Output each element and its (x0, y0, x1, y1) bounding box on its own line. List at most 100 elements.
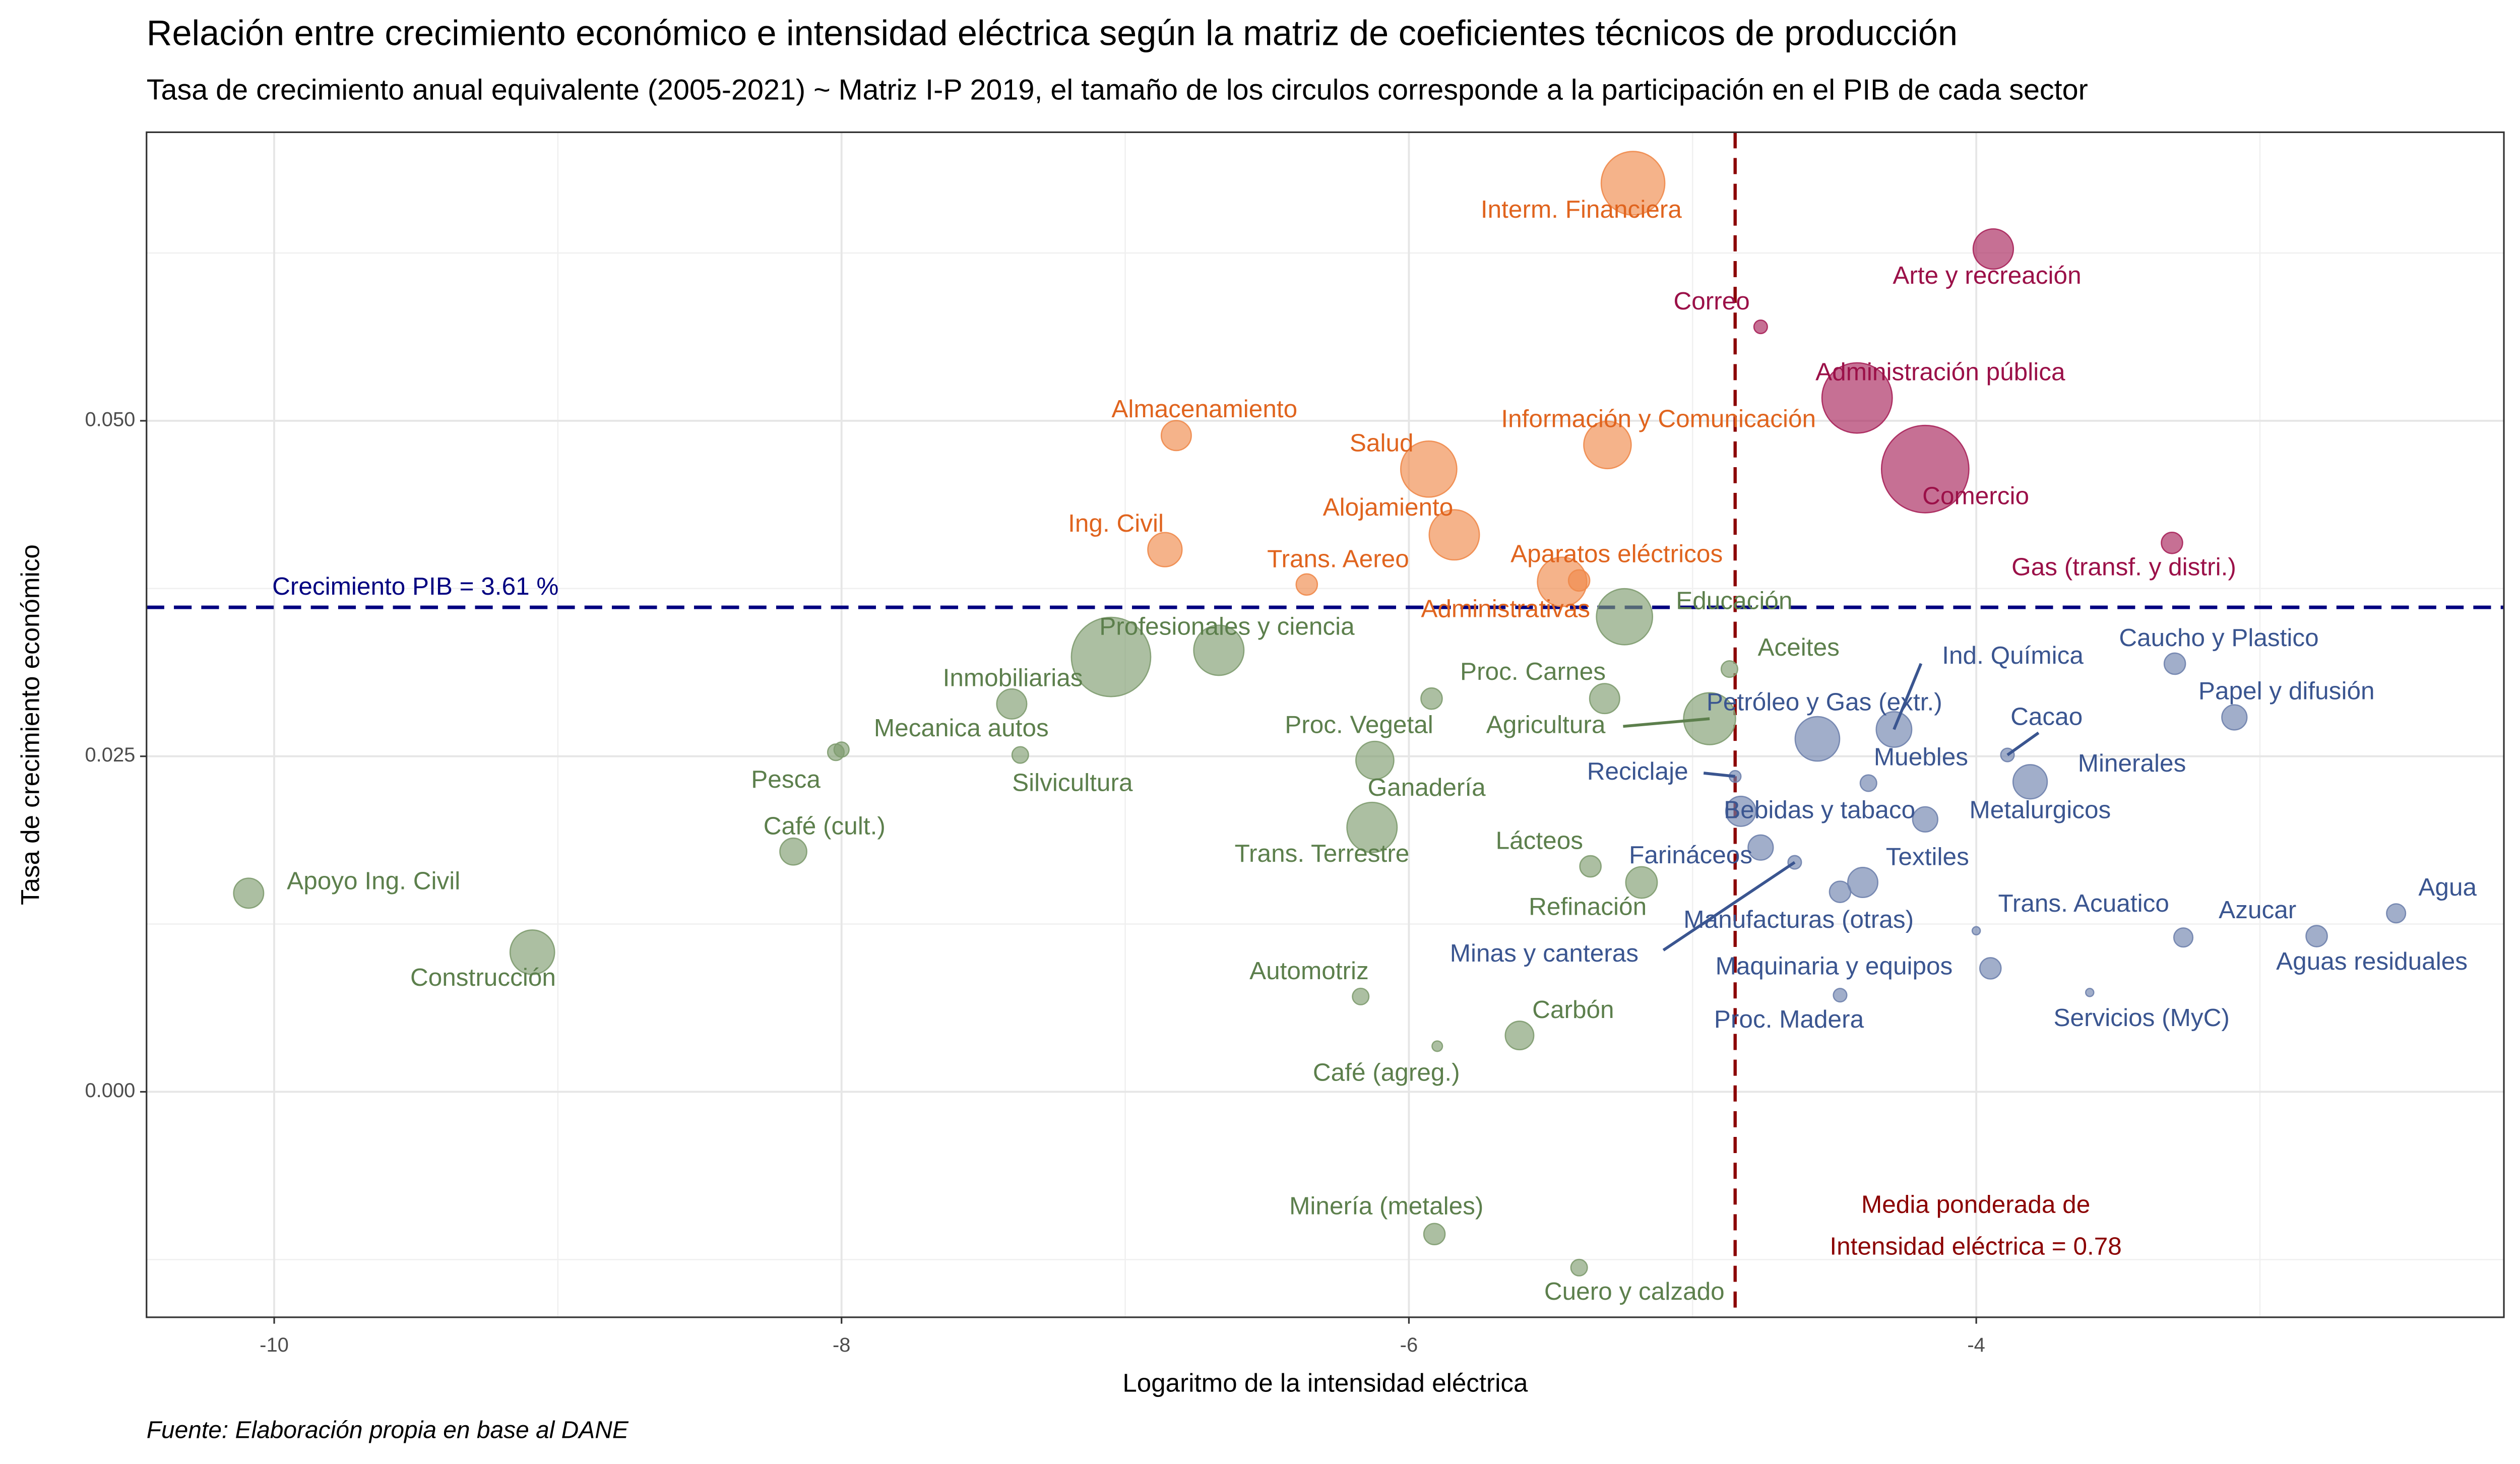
bubble (1570, 1258, 1588, 1277)
bubble (779, 837, 807, 866)
point-label: Maquinaria y equipos (1716, 952, 1953, 980)
bubble (1833, 988, 1848, 1003)
point-label: Apoyo Ing. Civil (287, 867, 460, 895)
bubble (1821, 362, 1893, 434)
bubble (2085, 988, 2095, 997)
bubble (1400, 440, 1458, 498)
y-tick-label: 0.025 (85, 744, 135, 766)
point-label: Alojamiento (1323, 493, 1454, 521)
point-label: Minas y canteras (1450, 939, 1639, 967)
bubble (1880, 424, 1970, 514)
point-label: Ganadería (1368, 774, 1486, 801)
bubble (1352, 987, 1370, 1005)
grid: -10 -8 -6 -4 0.000 0.025 0.050 (85, 132, 2504, 1356)
bubble (1537, 556, 1588, 607)
reference-vline-label: Media ponderada de (1861, 1190, 2090, 1218)
point-label: Azucar (2219, 896, 2296, 924)
point-label: Ind. Química (1942, 642, 2084, 669)
chart-subtitle: Tasa de crecimiento anual equivalente (2… (147, 74, 2088, 106)
bubble (2173, 927, 2194, 948)
x-tick-label: -8 (833, 1334, 851, 1356)
point-label: Pesca (751, 766, 821, 793)
bubble (233, 877, 265, 909)
point-label: Almacenamiento (1111, 395, 1297, 423)
point-label: Manufacturas (otras) (1683, 906, 1914, 933)
point-label: Silvicultura (1012, 769, 1133, 796)
bubble (1160, 420, 1192, 452)
point-label: Inmobiliarias (943, 664, 1083, 692)
bubble (2386, 903, 2407, 924)
bubble (1011, 746, 1029, 764)
point-label: Proc. Madera (1714, 1005, 1864, 1033)
x-axis-label: Logaritmo de la intensidad eléctrica (1122, 1369, 1528, 1397)
point-label: Aparatos eléctricos (1510, 540, 1723, 568)
label-leader (1662, 861, 1796, 951)
bubble (1829, 880, 1852, 903)
bubble (1725, 795, 1756, 827)
point-label: Caucho y Plastico (2119, 624, 2318, 652)
bubble (1625, 866, 1658, 899)
point-label: Petróleo y Gas (extr.) (1707, 688, 1942, 716)
point-label: Bebidas y tabaco (1724, 796, 1915, 824)
y-tick-label: 0.050 (85, 408, 135, 430)
point-label: Textiles (1886, 843, 1969, 870)
bubble (1423, 1223, 1446, 1246)
bubble (1193, 624, 1245, 676)
point-label: Agua (2418, 873, 2477, 901)
bubble (1971, 926, 1981, 936)
bubble (1794, 716, 1841, 762)
point-label: Trans. Aereo (1267, 545, 1409, 572)
point-label: Carbón (1532, 996, 1614, 1024)
point-label: Arte y recreación (1893, 262, 2081, 289)
bubble (1979, 957, 2002, 980)
point-label: Administrativas (1421, 595, 1590, 622)
bubble (1720, 660, 1739, 678)
point-label: Aguas residuales (2276, 947, 2468, 975)
bubble (1504, 1021, 1535, 1051)
bubble (1070, 616, 1152, 697)
bubble (1972, 228, 2014, 270)
point-label: Automotriz (1249, 957, 1369, 985)
bubble (2012, 764, 2048, 800)
bubble (1747, 834, 1774, 861)
point-label: Lácteos (1496, 826, 1583, 854)
bubble (1346, 801, 1398, 853)
bubble (2161, 531, 2183, 554)
bubble (996, 688, 1028, 720)
y-axis-label: Tasa de crecimiento económico (16, 544, 44, 905)
label-leader (2006, 731, 2040, 756)
bubble (509, 929, 555, 975)
x-tick-label: -4 (1967, 1334, 1985, 1356)
point-label: Correo (1673, 287, 1749, 315)
point-label: Ing. Civil (1068, 510, 1164, 537)
point-label: Cacao (2010, 703, 2083, 730)
point-label: Farináceos (1629, 841, 1752, 869)
bubble (1596, 588, 1654, 646)
point-label: Café (agreg.) (1313, 1058, 1460, 1086)
point-label: Agricultura (1486, 711, 1606, 738)
point-label: Gas (transf. y distri.) (2011, 553, 2236, 581)
plot-frame (146, 131, 2505, 1318)
label-leader (1893, 663, 1923, 730)
bubble (1579, 855, 1602, 878)
point-label: Salud (1350, 429, 1414, 457)
bubble (1420, 687, 1443, 710)
point-label: Metalurgicos (1970, 796, 2111, 824)
bubble (2163, 652, 2186, 675)
bubble (1753, 319, 1768, 335)
point-label: Refinación (1529, 893, 1647, 920)
y-tick-label: 0.000 (85, 1079, 135, 1102)
point-label: Profesionales y ciencia (1099, 613, 1355, 641)
bubble (1428, 509, 1480, 561)
point-label: Café (cult.) (764, 812, 886, 840)
point-label: Aceites (1757, 633, 1839, 661)
source-note: Fuente: Elaboración propia en base al DA… (147, 1417, 629, 1443)
point-label: Construcción (410, 964, 556, 991)
point-label: Papel y difusión (2198, 677, 2375, 705)
point-label: Interm. Financiera (1481, 196, 1682, 223)
point-label: Educación (1676, 587, 1792, 614)
bubble (2305, 925, 2328, 947)
